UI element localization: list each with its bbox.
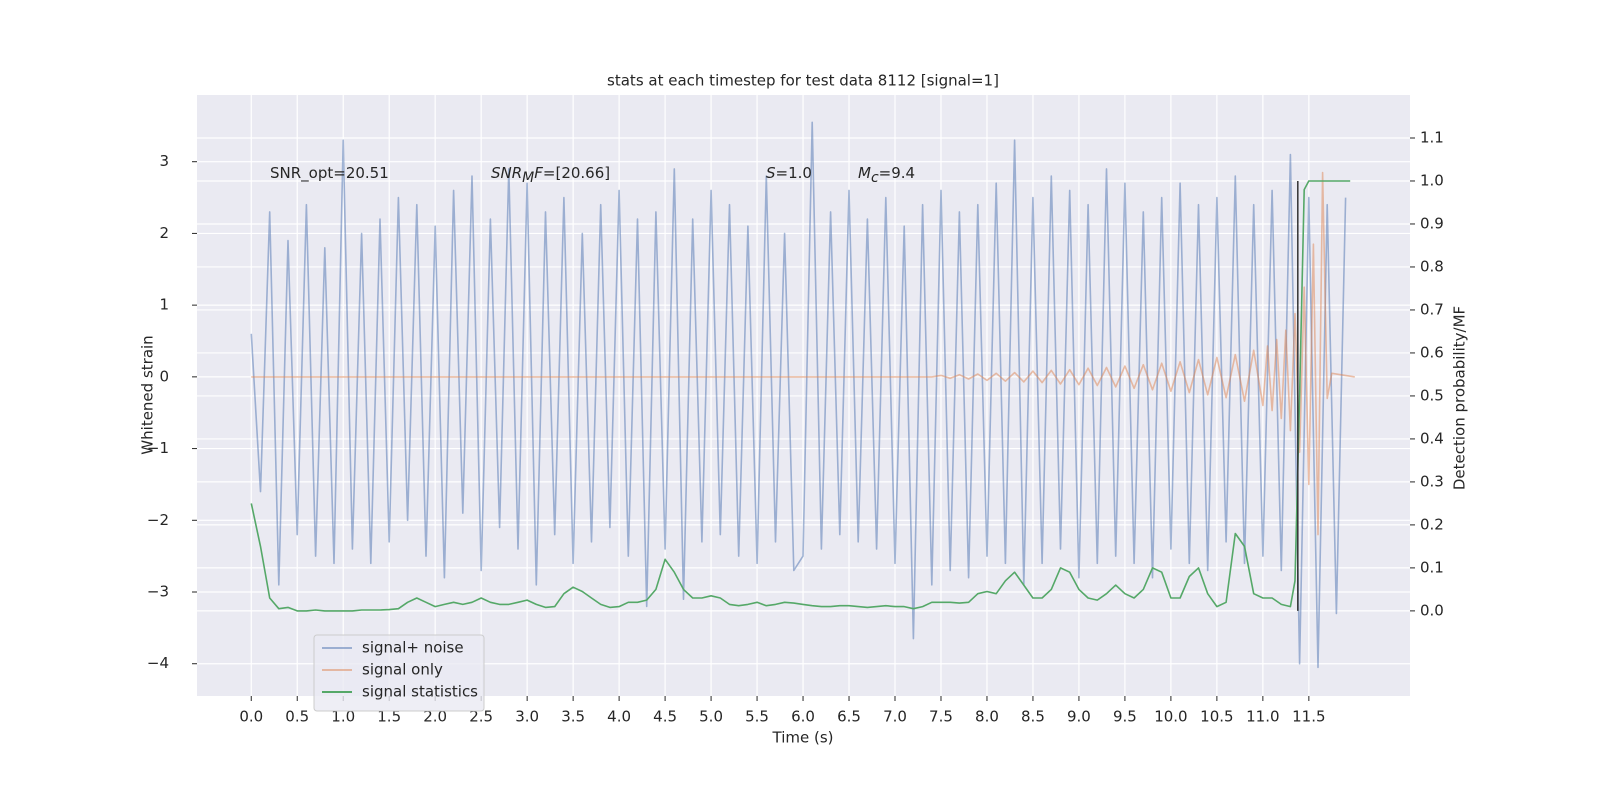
x-tick-label: 9.0 [1067,708,1091,726]
grid [197,95,1410,696]
annotation-part: =1.0 [776,164,812,182]
y-tick-label: −3 [147,583,169,601]
series-line [250,121,1347,669]
x-tick-label: 11.5 [1292,708,1325,726]
y-tick-label: −4 [147,654,169,672]
x-tick-label: 1.0 [331,708,355,726]
legend: signal+ noise signal only signal statistic… [313,634,485,712]
x-tick-label: 6.0 [791,708,815,726]
marks [250,121,1355,669]
x-tick-label: 9.5 [1113,708,1137,726]
x-tick-label: 4.0 [607,708,631,726]
series-line [251,171,1355,536]
y2-tick-label: 0.4 [1420,429,1444,447]
y-tick-label: −2 [147,511,169,529]
x-tick-label: 7.5 [929,708,953,726]
legend-label: signal+ noise [362,639,464,657]
annotation-part: S [766,164,776,182]
y2-tick-label: 0.6 [1420,343,1444,361]
annotation-part: =9.4 [879,164,915,182]
annotation-part: M [522,170,534,186]
y-axis-label: Whitened strain [139,335,157,454]
x-tick-label: 6.5 [837,708,861,726]
x-tick-label: 2.5 [469,708,493,726]
y2-tick-label: 0.8 [1420,257,1444,275]
y-tick-label: 1 [159,296,169,314]
y2-tick-label: 0.0 [1420,601,1444,619]
annotation-part: F [534,164,543,182]
y-tick-label: 2 [159,224,169,242]
legend-label: signal statistics [362,683,478,701]
annotation: Mc=9.4 [858,164,915,187]
x-tick-label: 2.0 [423,708,447,726]
x-tick-label: 3.0 [515,708,539,726]
annotation-part: SNR_opt=20.51 [270,164,389,183]
x-tick-label: 8.0 [975,708,999,726]
annotation: S=1.0 [766,164,812,182]
y2-axis-label: Detection probability/MF [1451,306,1469,490]
y2-tick-label: 0.1 [1420,558,1444,576]
annotation: SNR_opt=20.51 [270,164,389,183]
x-tick-label: 8.5 [1021,708,1045,726]
annotation: SNRMF=[20.66] [491,164,610,187]
x-tick-label: 0.0 [239,708,263,726]
x-tick-label: 10.0 [1154,708,1187,726]
y-tick-label: −1 [147,439,169,457]
x-tick-label: 3.5 [561,708,585,726]
y2-tick-label: 1.1 [1420,128,1444,146]
x-tick-label: 7.0 [883,708,907,726]
x-tick-label: 1.5 [377,708,401,726]
legend-box [313,634,485,712]
y2-tick-label: 0.9 [1420,214,1444,232]
x-tick-label: 5.0 [699,708,723,726]
x-tick-label: 4.5 [653,708,677,726]
y-tick-label: 3 [159,152,169,170]
chart-title: stats at each timestep for test data 811… [607,72,999,90]
annotation-part: c [871,170,879,186]
series-line [250,180,1351,612]
y2-tick-label: 0.2 [1420,515,1444,533]
x-tick-label: 11.0 [1246,708,1279,726]
annotation-part: =[20.66] [543,164,610,182]
y2-tick-label: 0.7 [1420,300,1444,318]
x-tick-label: 5.5 [745,708,769,726]
y-tick-label: 0 [159,367,169,385]
x-tick-label: 0.5 [285,708,309,726]
x-tick-label: 10.5 [1200,708,1233,726]
legend-label: signal only [362,661,443,679]
y2-tick-label: 0.3 [1420,472,1444,490]
axes: 0.0 0.5 1.0 1.5 2.0 2.5 3.0 3.5 4.0 4.5 5.0 5.5 6.0 6… [147,128,1444,725]
y2-tick-label: 0.5 [1420,386,1444,404]
annotation-part: SNR [491,164,522,182]
x-axis-label: Time (s) [772,729,834,747]
y2-tick-label: 1.0 [1420,171,1444,189]
annotation-part: M [858,164,871,182]
